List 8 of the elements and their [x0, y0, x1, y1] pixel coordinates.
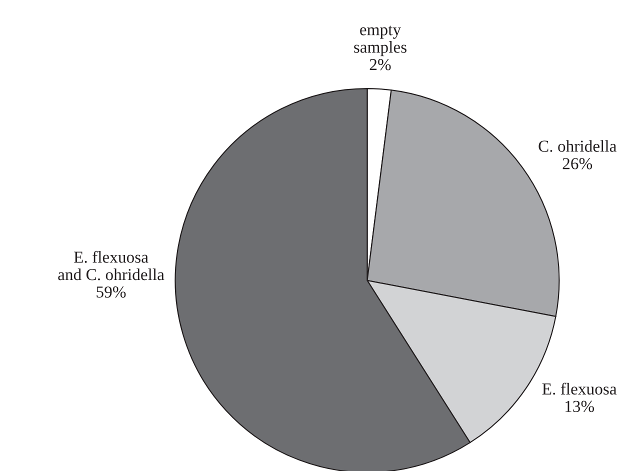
data-label: 13% [566, 400, 594, 412]
slice-label: E. flexuosa and C. ohridella [58, 250, 164, 280]
data-label: 26% [562, 158, 592, 170]
data-label: 59% [96, 286, 126, 298]
slice-label: empty samples [354, 26, 406, 56]
data-label: 2% [370, 58, 391, 70]
slice-label: E. flexuosa [542, 382, 617, 395]
slice-label: C. ohridella [538, 140, 616, 152]
